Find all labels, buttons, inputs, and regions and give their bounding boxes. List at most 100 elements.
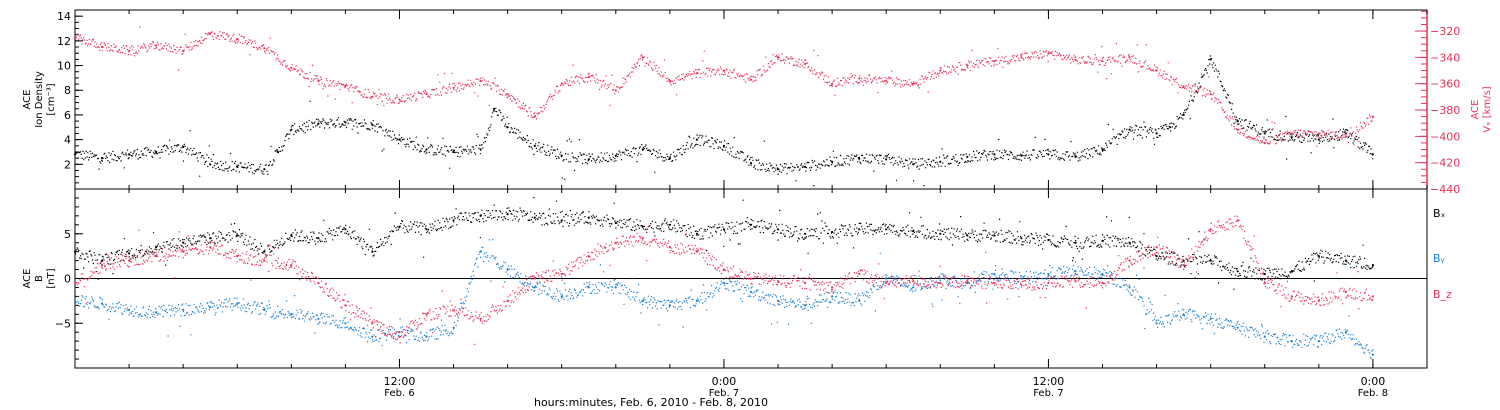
top-left-axis: 2 4 6 8 10 12 14 <box>57 10 83 190</box>
data-point <box>317 80 320 83</box>
data-point <box>695 232 699 235</box>
data-point <box>1317 132 1320 135</box>
data-point <box>1317 255 1320 258</box>
v-tick-label: −400 <box>1430 130 1460 143</box>
data-point <box>560 219 563 222</box>
data-point <box>452 86 455 89</box>
y-tick-label: 10 <box>57 60 71 73</box>
data-point <box>858 77 861 80</box>
x-tick-time: 12:00 <box>384 375 416 388</box>
data-point <box>1128 286 1131 289</box>
data-point <box>695 250 699 253</box>
data-point <box>614 286 617 289</box>
ion-density-axis-label: ACEIon Density[cm⁻³] <box>22 71 57 128</box>
series-bot-0 <box>73 197 1374 290</box>
data-point <box>344 228 347 231</box>
y-tick-label: −5 <box>55 317 71 330</box>
x-tick-date: Feb. 6 <box>384 388 414 399</box>
label-line: Ion Density <box>34 71 45 128</box>
data-point <box>73 250 77 253</box>
data-point <box>452 326 455 329</box>
v-tick-label: −420 <box>1430 157 1460 170</box>
data-point <box>506 268 509 271</box>
data-point <box>128 252 131 255</box>
data-point <box>236 302 239 305</box>
data-point <box>452 219 455 222</box>
data-point <box>317 317 320 320</box>
data-point <box>182 241 185 244</box>
legend-entry: B_z <box>1433 288 1452 301</box>
data-point <box>1155 132 1158 135</box>
y-tick-label: 6 <box>64 109 71 122</box>
data-point <box>1236 326 1239 329</box>
data-point <box>1371 264 1374 267</box>
data-point <box>236 37 239 41</box>
data-point <box>912 286 915 289</box>
vx-axis-label: ACEVₓ [km/s] <box>1470 86 1493 132</box>
data-point <box>533 286 536 289</box>
data-point <box>885 158 888 161</box>
data-point <box>993 281 996 285</box>
label-line: [nT] <box>46 268 57 288</box>
top-right-axis: −320 −340 −360 −380 −400 −420 −440 <box>1415 10 1460 196</box>
data-point <box>1101 60 1104 63</box>
scatter-texture <box>75 197 1374 290</box>
data-point <box>749 290 753 293</box>
series-bot-1 <box>73 239 1374 360</box>
data-point <box>100 264 104 267</box>
data-point <box>1209 228 1212 231</box>
bottom-panel: −5 0 5 ACEB[nT] Bₓ Bᵧ B_z <box>22 188 1452 369</box>
b-field-axis-label: ACEB[nT] <box>22 268 57 288</box>
data-point <box>776 228 780 231</box>
legend: Bₓ Bᵧ B_z <box>1433 207 1452 301</box>
data-point <box>966 234 969 237</box>
data-point <box>425 148 428 151</box>
data-point <box>560 272 563 276</box>
x-axis-label: hours:minutes, Feb. 6, 2010 - Feb. 8, 20… <box>534 396 768 409</box>
data-point <box>1371 295 1374 298</box>
v-tick-label: −440 <box>1430 183 1460 196</box>
label-line: B <box>34 275 45 282</box>
data-point <box>479 317 482 320</box>
data-point <box>1209 93 1212 96</box>
data-point <box>641 237 644 240</box>
data-point <box>344 322 347 325</box>
data-point <box>885 80 888 83</box>
data-point <box>1128 241 1131 244</box>
data-point <box>1236 128 1239 131</box>
data-point <box>506 213 509 216</box>
data-point <box>128 259 131 262</box>
data-point <box>668 157 672 160</box>
label-line: ACE <box>22 269 33 289</box>
data-point <box>722 281 726 285</box>
data-point <box>1074 280 1077 283</box>
data-point <box>1317 138 1320 141</box>
x-tick-date: Feb. 8 <box>1358 388 1388 399</box>
data-point <box>1371 353 1374 356</box>
data-point <box>749 223 753 226</box>
v-tick-label: −360 <box>1430 78 1460 91</box>
label-line: ACE <box>22 90 33 110</box>
data-point <box>722 144 726 147</box>
data-point <box>1101 272 1104 276</box>
data-point <box>73 299 77 302</box>
data-point <box>209 246 212 249</box>
data-point <box>100 45 104 49</box>
data-point <box>831 82 834 85</box>
data-point <box>1155 255 1158 258</box>
data-point <box>1182 113 1185 116</box>
v-tick-label: −320 <box>1430 25 1460 38</box>
data-point <box>831 286 834 289</box>
data-point <box>1020 237 1023 240</box>
data-point <box>966 155 969 158</box>
data-point <box>749 162 753 165</box>
data-point <box>668 304 672 307</box>
data-point <box>73 153 77 156</box>
y-tick-label: 2 <box>64 158 71 171</box>
data-point <box>479 148 482 151</box>
data-point <box>1074 270 1077 273</box>
scatter-texture <box>75 215 1374 345</box>
data-point <box>1317 299 1320 302</box>
